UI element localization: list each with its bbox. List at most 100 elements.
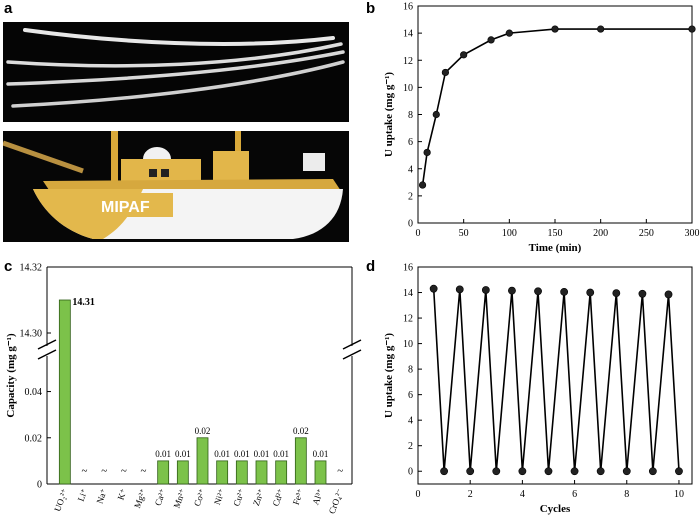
- x-tick-label: 4: [520, 489, 525, 500]
- fiber-photo: [3, 22, 349, 122]
- y-tick-label: 14.30: [20, 329, 43, 340]
- y-tick-label: 12: [403, 56, 413, 67]
- x-tick-label: 6: [572, 489, 577, 500]
- data-point: [508, 286, 516, 295]
- bar: [58, 299, 71, 485]
- data-point: [429, 284, 438, 293]
- fiber-strand-4: [11, 60, 345, 108]
- y-tick-label: 0.04: [25, 387, 43, 398]
- x-tick-label: UO₂²⁺: [52, 487, 70, 513]
- axis-break-right-2: [342, 349, 362, 360]
- fiber-strand-3: [6, 50, 345, 86]
- x-tick-label: Cd²⁺: [271, 487, 287, 508]
- data-point: [492, 467, 501, 476]
- data-point: [432, 110, 440, 119]
- x-tick-label: 300: [685, 228, 700, 239]
- bar: [196, 437, 209, 485]
- panel-letter-d: d: [366, 258, 376, 275]
- y-tick-label: 12: [403, 314, 413, 325]
- bar-value-label: ~: [141, 465, 147, 477]
- bar-value-label: 0.01: [155, 449, 171, 459]
- fiber-strand-1: [23, 28, 335, 46]
- data-point: [622, 467, 631, 476]
- x-tick-label: 100: [502, 228, 517, 239]
- x-tick-label: 200: [593, 228, 608, 239]
- bar: [255, 460, 268, 485]
- data-point: [440, 467, 448, 476]
- x-tick-label: Al³⁺: [310, 487, 325, 506]
- x-tick-label: CrO₄²⁻: [327, 487, 345, 515]
- data-point: [460, 51, 468, 59]
- boat-photo-svg: MIPAF: [3, 131, 349, 242]
- x-tick-label: Mg²⁺: [132, 487, 148, 509]
- data-point: [638, 289, 647, 298]
- x-tick-label: 8: [624, 489, 629, 500]
- boat-mast-1: [111, 131, 118, 186]
- x-tick-label: 50: [459, 228, 469, 239]
- x-tick-label: Fe³⁺: [291, 487, 306, 506]
- y-tick-label: 0.02: [25, 433, 43, 444]
- data-point: [586, 288, 595, 297]
- bar-value-label: ~: [82, 465, 88, 477]
- x-tick-label: Co²⁺: [192, 487, 208, 508]
- bar: [235, 460, 248, 485]
- boat-dome: [143, 147, 171, 159]
- axis-break-right-1: [342, 339, 362, 350]
- bar-value-label: 0.01: [175, 449, 191, 459]
- series-line: [432, 288, 680, 472]
- bar: [216, 460, 229, 485]
- bar-value-label: 0.01: [313, 449, 329, 459]
- boat-bowsprit: [3, 140, 84, 174]
- x-axis-label: Time (min): [529, 242, 582, 254]
- x-tick-label: 2: [468, 489, 473, 500]
- data-point: [570, 467, 579, 476]
- bar-value-label: 0.02: [293, 426, 309, 436]
- y-tick-label: 14: [403, 29, 413, 40]
- data-point: [487, 36, 495, 44]
- data-point: [418, 181, 427, 189]
- data-point: [664, 290, 673, 299]
- bar-value-label: 0.01: [214, 449, 230, 459]
- bar: [157, 460, 170, 485]
- x-axis-label: Cycles: [540, 503, 571, 515]
- plot-frame: [417, 5, 693, 224]
- x-tick-label: Mn²⁺: [171, 487, 187, 509]
- axis-break-left-1: [37, 339, 57, 350]
- x-tick-label: 0: [416, 228, 421, 239]
- chart-b-group: 0 50 100 150 200 250 300 0 2 4 6 8 10 12 14 16 Time (min…: [383, 2, 700, 255]
- data-point: [597, 25, 605, 33]
- data-point: [688, 25, 696, 33]
- y-tick-label: 4: [408, 164, 413, 175]
- x-tick-label: Li⁺: [76, 487, 90, 503]
- bar-value-label: ~: [337, 465, 343, 477]
- chart-c-group: 0 0.02 0.04 14.30 14.32 Capacity (mg g⁻¹) 14.3…: [5, 263, 362, 515]
- y-tick-label: 16: [403, 2, 413, 13]
- y-tick-label: 14: [403, 288, 413, 299]
- plot-frame: [417, 266, 693, 485]
- y-tick-label: 8: [408, 365, 413, 376]
- x-tick-label: 250: [639, 228, 654, 239]
- x-tick-label: Ni²⁺: [212, 487, 227, 506]
- y-tick-label: 14.32: [20, 263, 43, 274]
- data-point: [675, 467, 683, 476]
- data-point: [441, 68, 450, 77]
- data-point: [544, 467, 553, 476]
- y-tick-label: 10: [403, 83, 413, 94]
- y-axis-label: U uptake (mg g⁻¹): [383, 333, 395, 419]
- x-tick-label: 10: [674, 489, 684, 500]
- bar-value-label: 0.01: [234, 449, 250, 459]
- x-tick-label: K⁺: [115, 487, 128, 501]
- bar-value-label: ~: [121, 465, 127, 477]
- y-tick-label: 16: [403, 263, 413, 274]
- boat-hull-lettering: MIPAF: [101, 199, 150, 216]
- y-tick-label: 10: [403, 339, 413, 350]
- data-point: [466, 467, 475, 476]
- data-point: [560, 287, 569, 296]
- x-tick-label: Cu²⁺: [231, 487, 247, 508]
- panel-letter-c: c: [4, 258, 13, 275]
- x-tick-label: 150: [548, 228, 563, 239]
- y-tick-label: 6: [408, 390, 413, 401]
- y-tick-label: 2: [408, 441, 413, 452]
- x-tick-label: Na⁺: [94, 487, 109, 505]
- data-point: [612, 289, 621, 298]
